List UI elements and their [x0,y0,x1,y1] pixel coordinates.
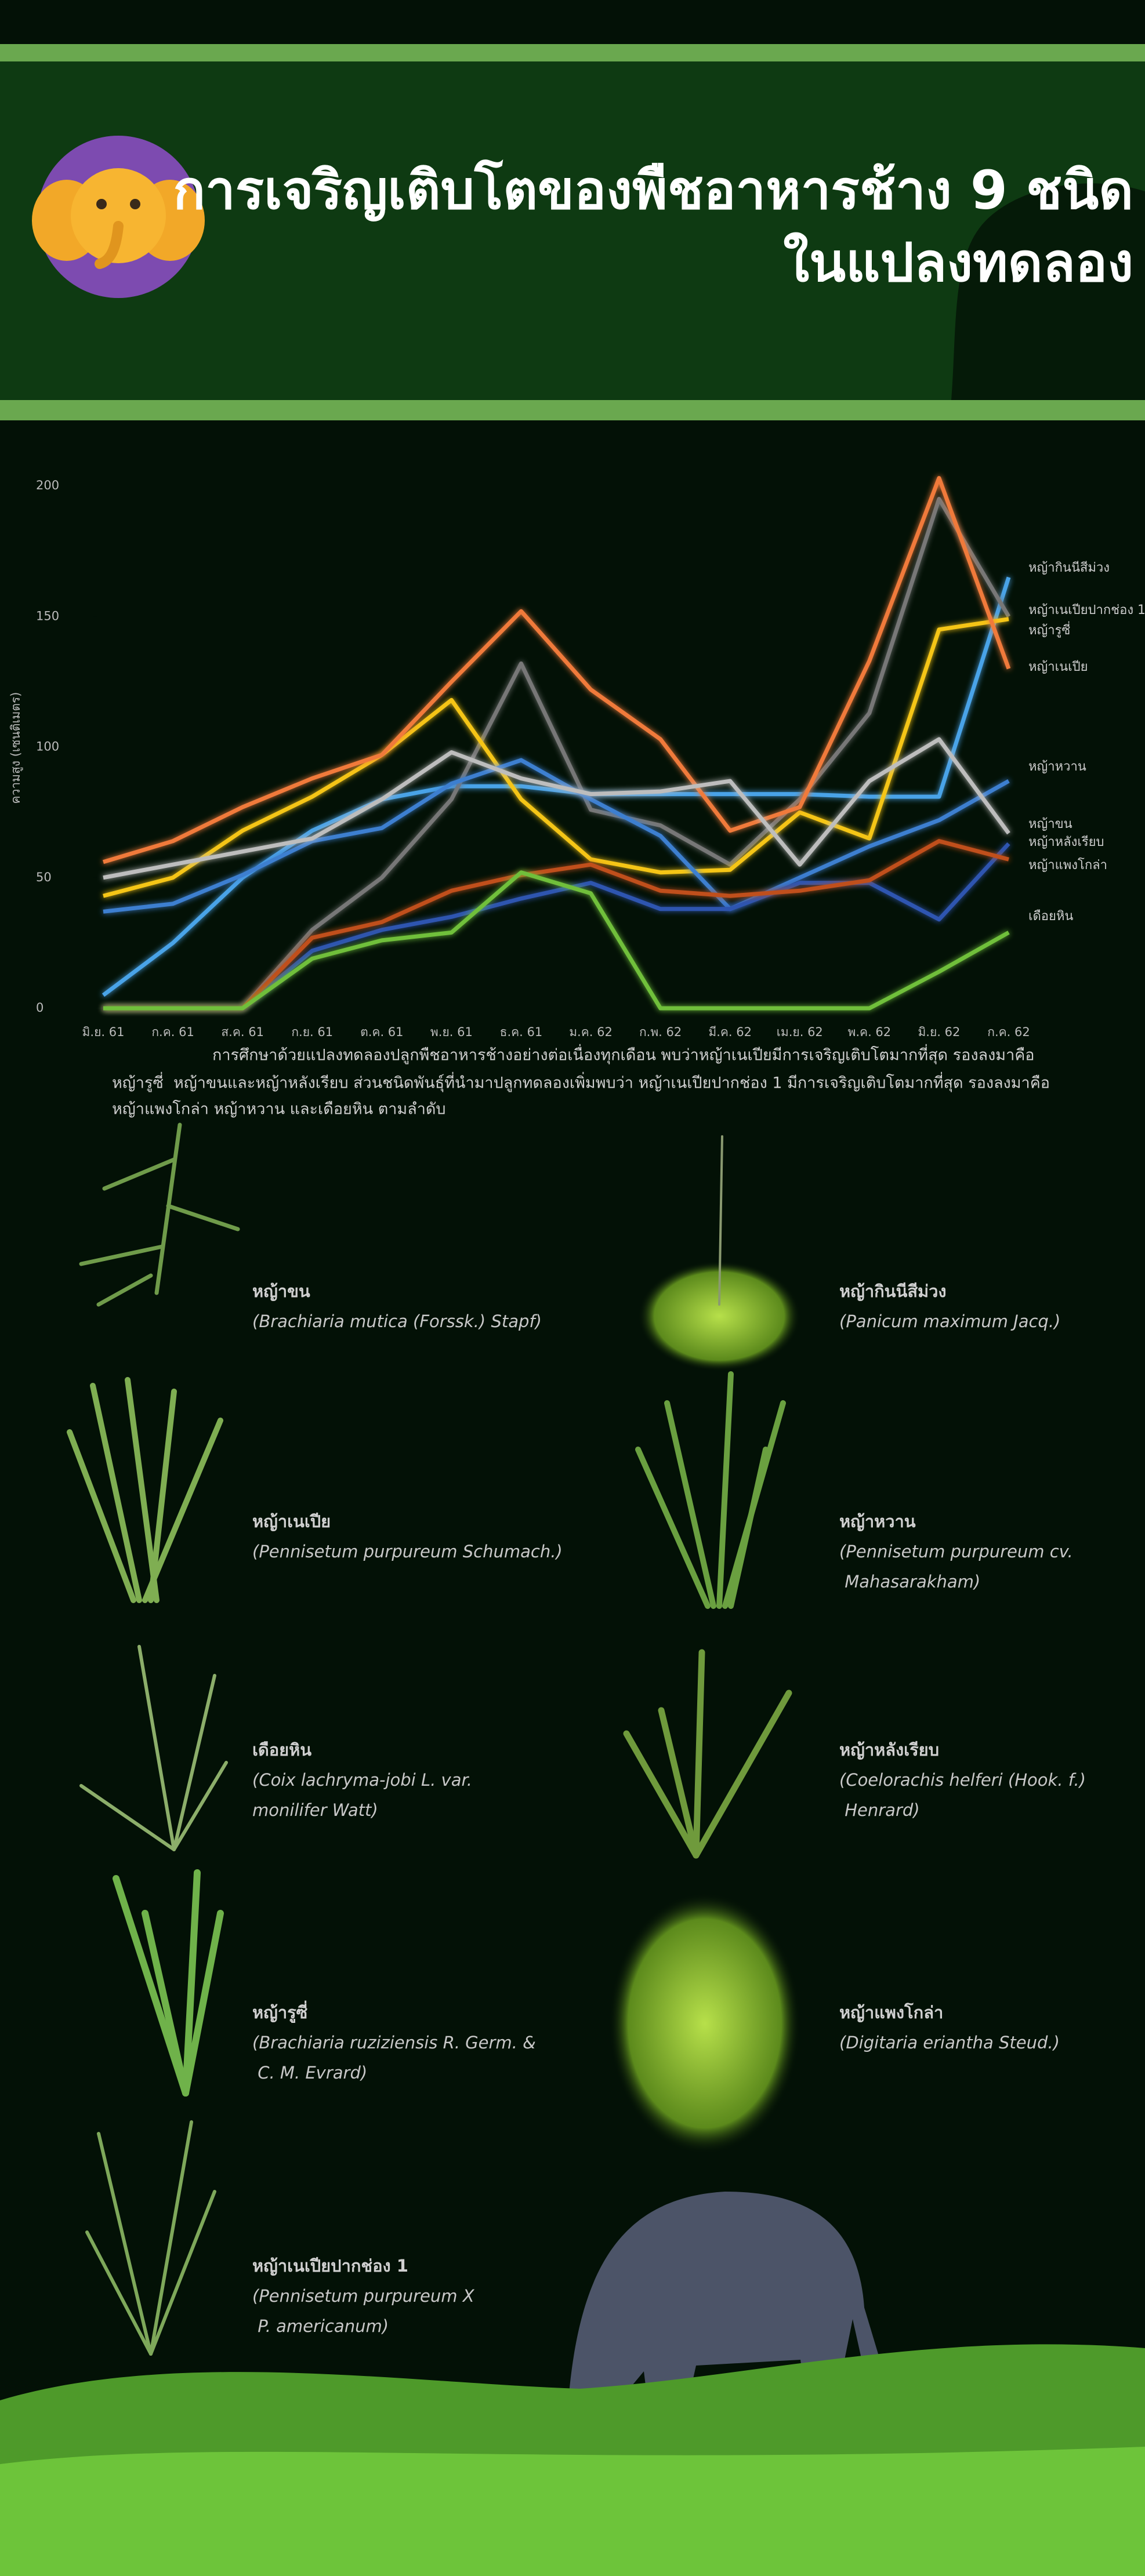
series-line [103,839,1009,1011]
title: ในแปลงทดลอง [783,231,1133,293]
caption: หญ้ารูซี่ หญ้าขนและหญ้าหลังเรียบ ส่วนชนิ… [112,1072,1050,1093]
x-tick-label: ส.ค. 61 [221,1025,264,1039]
legend-label: หญ้าหวาน [1028,760,1086,774]
plant-name: หญ้าแพงโกล่า [839,2002,943,2023]
y-tick-label: 150 [36,609,59,623]
legend-label: หญ้าขน [1028,817,1072,831]
caption: หญ้าแพงโกล่า หญ้าหวาน และเดือยหิน ตามลำด… [112,1100,446,1118]
legend-label: หญ้าหลังเรียบ [1028,835,1104,849]
grass [0,2447,1145,2576]
scientific-name: (Coix lachryma-jobi L. var. [252,1770,472,1790]
legend-label: หญ้ากินนีสีม่วง [1028,561,1110,575]
y-tick-label: 200 [36,478,59,492]
legend-label: หญ้ารูซี่ [1028,621,1070,638]
plant-name: หญ้าขน [252,1281,310,1302]
y-axis-label: ความสูง (เซนติเมตร) [9,692,23,804]
logo [32,136,205,298]
scientific-name: P. americanum) [252,2316,389,2336]
x-tick-label: ต.ค. 61 [360,1025,403,1039]
y-tick-label: 100 [36,740,59,754]
x-tick-label: ก.ค. 61 [151,1025,194,1039]
x-tick-label: ม.ค. 62 [569,1025,613,1039]
x-tick-label: ก.พ. 62 [639,1025,682,1039]
scientific-name: Henrard) [839,1800,920,1820]
series-line [102,475,1011,864]
legend-label: เดือยหิน [1028,909,1073,924]
title: การเจริญเติบโตของพืชอาหารช้าง 9 ชนิด [173,159,1133,221]
scientific-name: (Panicum maximum Jacq.) [839,1311,1060,1331]
series-line [103,758,1010,914]
legend-label: หญ้าเนเปีย [1028,660,1088,674]
x-tick-label: เม.ย. 62 [777,1025,823,1039]
stripe [0,44,1145,61]
y-tick-label: 0 [36,1001,44,1015]
x-tick-label: ก.ย. 61 [291,1025,333,1039]
scientific-name: Mahasarakham) [839,1572,980,1592]
x-tick-label: พ.ค. 62 [848,1025,892,1039]
scientific-name: C. M. Evrard) [252,2063,367,2083]
scientific-name: monilifer Watt) [252,1800,378,1820]
plant-name: หญ้าหวาน [839,1512,916,1532]
plant-images [67,1122,800,2356]
stripe [0,400,1145,420]
plant-name: หญ้าเนเปีย [252,1512,331,1532]
x-tick-label: ธ.ค. 61 [500,1025,543,1039]
x-tick-label: มี.ค. 62 [708,1025,752,1039]
scientific-name: (Coelorachis helferi (Hook. f.) [839,1770,1086,1790]
elephant [568,2192,882,2418]
scientific-name: (Brachiaria ruziziensis R. Germ. & [252,2033,536,2052]
scientific-name: (Pennisetum purpureum cv. [839,1542,1073,1561]
plant-name: เดือยหิน [252,1740,311,1760]
y-tick-label: 50 [36,870,52,884]
plant-name: หญ้ารูซี่ [252,2000,307,2023]
x-tick-label: มิ.ย. 62 [918,1025,960,1039]
scientific-name: (Pennisetum purpureum X [252,2286,475,2306]
plant-name: หญ้าเนเปียปากช่อง 1 [252,2256,408,2276]
series-line [103,870,1010,1011]
legend-label: หญ้าเนเปียปากช่อง 1 [1028,603,1145,617]
series-line [103,617,1009,898]
legend-label: หญ้าแพงโกล่า [1028,858,1107,873]
scientific-name: (Brachiaria mutica (Forssk.) Stapf) [252,1311,542,1331]
plant-name: หญ้าหลังเรียบ [839,1740,939,1760]
scientific-name: (Digitaria eriantha Steud.) [839,2033,1060,2052]
caption: การศึกษาด้วยแปลงทดลองปลูกพืชอาหารช้างอย่… [212,1044,1035,1065]
series-line [103,737,1010,880]
plant-name: หญ้ากินนีสีม่วง [839,1281,947,1302]
x-tick-label: มิ.ย. 61 [82,1025,125,1039]
x-tick-label: พ.ย. 61 [430,1025,473,1039]
elephant-silhouette [951,183,1145,400]
scientific-name: (Pennisetum purpureum Schumach.) [252,1542,563,1561]
x-tick-label: ก.ค. 62 [987,1025,1030,1039]
